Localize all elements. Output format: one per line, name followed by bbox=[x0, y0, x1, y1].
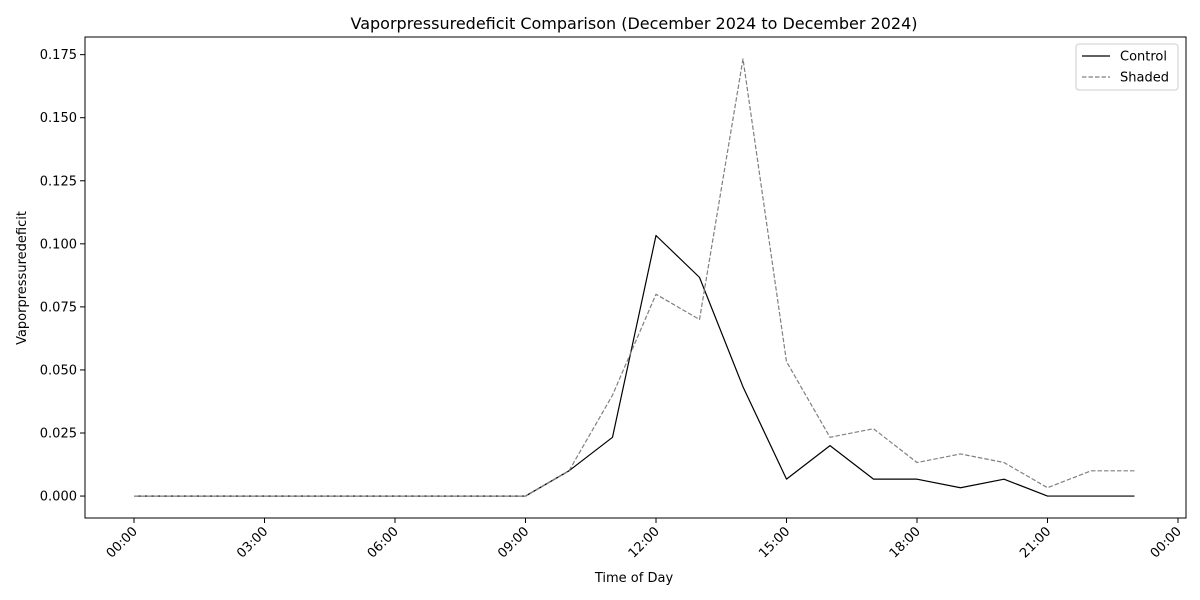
series-line-shaded bbox=[134, 58, 1135, 497]
plot-frame bbox=[84, 36, 1187, 519]
x-tick-label: 18:00 bbox=[887, 524, 924, 561]
x-tick-label: 06:00 bbox=[365, 524, 402, 561]
legend: Control Shaded bbox=[1075, 43, 1179, 91]
x-tick-label: 03:00 bbox=[234, 524, 271, 561]
x-tick-label: 21:00 bbox=[1017, 524, 1054, 561]
y-axis-title: Vaporpressuredeficit bbox=[15, 211, 30, 345]
y-tick-label: 0.125 bbox=[40, 174, 77, 189]
y-tick-label: 0.075 bbox=[40, 300, 77, 315]
y-tick-label: 0.025 bbox=[40, 426, 77, 441]
y-tick-label: 0.150 bbox=[40, 111, 77, 126]
legend-label-shaded: Shaded bbox=[1120, 71, 1169, 86]
y-tick-label: 0.000 bbox=[40, 490, 77, 505]
x-axis-title: Time of Day bbox=[594, 571, 674, 586]
plot-area: 0.000 0.025 0.050 0.075 0.100 0.125 0.150 0.175… bbox=[40, 36, 1187, 561]
y-tick-label: 0.175 bbox=[40, 48, 77, 63]
x-tick-label: 15:00 bbox=[756, 524, 793, 561]
x-tick-label: 00:00 bbox=[104, 524, 141, 561]
chart-title: Vaporpressuredeficit Comparison (Decembe… bbox=[351, 14, 918, 33]
legend-label-control: Control bbox=[1120, 50, 1167, 65]
x-tick-label: 12:00 bbox=[626, 524, 663, 561]
y-tick-label: 0.050 bbox=[40, 363, 77, 378]
y-tick-label: 0.100 bbox=[40, 237, 77, 252]
series-line-control bbox=[134, 234, 1135, 497]
x-tick-label: 00:00 bbox=[1148, 524, 1185, 561]
x-tick-label: 09:00 bbox=[495, 524, 532, 561]
